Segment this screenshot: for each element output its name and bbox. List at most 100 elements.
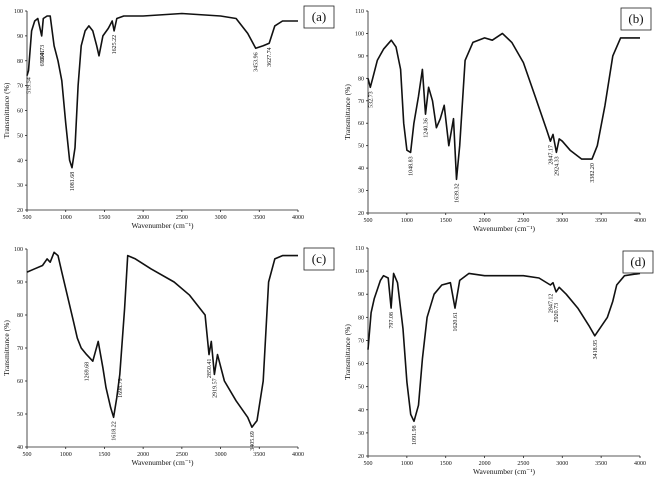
y-tick-label: 40 [358,166,364,172]
x-tick-label: 2500 [517,218,529,224]
x-axis-label: Wavenumber (cm⁻¹) [131,458,194,467]
y-tick-label: 40 [358,408,364,414]
peak-annotation: 2924.33 [554,156,560,176]
x-tick-label: 3500 [595,218,607,224]
peak-annotation: 519.54 [27,77,33,94]
y-tick-label: 60 [358,362,364,368]
x-tick-label: 1500 [98,215,110,221]
y-tick-label: 80 [17,313,23,319]
y-tick-label: 70 [358,99,364,105]
x-tick-label: 1500 [98,452,110,458]
y-tick-label: 70 [358,338,364,344]
panel-3: 500 1000 1500 2000 2500 3000 3500 4000 20 30 40 50 6… [343,246,654,476]
y-tick-label: 70 [17,84,23,90]
x-tick-label: 2500 [176,452,188,458]
y-tick-label: 30 [358,431,364,437]
x-tick-label: 1500 [440,218,452,224]
peak-annotation: 2847.12 [548,294,554,314]
peak-annotation: 1639.32 [455,183,461,203]
y-tick-label: 50 [17,133,23,139]
y-tick-label: 60 [358,121,364,127]
spectrum-line [26,251,298,428]
x-axis-label: Wavenumber (cm⁻¹) [473,467,536,476]
panel-label: (b) [628,11,643,26]
peak-annotation: 3453.96 [254,52,260,72]
peak-annotation: 690.73 [40,45,46,62]
peak-annotation: 3382.20 [590,163,596,183]
x-tick-label: 4000 [292,452,304,458]
peak-annotation: 1269.68 [85,362,91,382]
x-tick-label: 1000 [401,218,413,224]
y-tick-label: 80 [358,76,364,82]
y-tick-label: 80 [358,315,364,321]
y-tick-label: 40 [17,158,23,164]
y-tick-label: 110 [355,9,364,15]
x-tick-label: 1000 [60,215,72,221]
y-axis-label: Transmittance (%) [343,84,352,140]
x-tick-label: 4000 [634,218,646,224]
peak-annotation: 532.73 [369,91,375,108]
peak-annotation: 2850.41 [207,359,213,379]
y-tick-label: 20 [358,454,364,460]
x-tick-label: 2500 [517,461,529,467]
x-axis-label: Wavenumber (cm⁻¹) [473,224,536,233]
x-tick-label: 4000 [634,461,646,467]
x-tick-label: 500 [364,461,373,467]
y-axis-label: Transmittance (%) [343,324,352,380]
y-tick-label: 40 [17,445,23,451]
peak-annotation: 3405.69 [250,431,256,451]
peak-annotation: 1091.98 [412,425,418,445]
x-tick-label: 1000 [60,452,72,458]
y-tick-label: 100 [14,247,23,253]
panel-label-box [620,7,652,31]
peak-annotation: 1081.68 [70,172,76,192]
axes-frame [26,11,298,211]
peak-annotation: 2920.73 [554,303,560,323]
y-tick-label: 50 [17,412,23,418]
y-tick-label: 90 [358,54,364,60]
y-tick-label: 60 [17,379,23,385]
y-tick-label: 100 [355,269,364,275]
peak-annotation: 1698.79 [118,378,124,398]
x-axis-label: Wavenumber (cm⁻¹) [131,221,194,230]
x-tick-label: 3500 [595,461,607,467]
x-tick-label: 500 [23,452,32,458]
peak-annotation: 2919.57 [212,378,218,398]
axes-frame [367,11,640,214]
x-tick-label: 2000 [137,452,149,458]
y-axis-label: Transmittance (%) [2,320,11,376]
x-tick-label: 1000 [401,461,413,467]
spectrum-line [26,12,298,169]
x-tick-label: 3000 [215,215,227,221]
y-tick-label: 20 [17,208,23,214]
y-tick-label: 90 [17,34,23,40]
y-tick-label: 100 [355,31,364,37]
x-tick-label: 3500 [253,215,265,221]
y-axis-label: Transmittance (%) [2,82,11,138]
y-tick-label: 90 [358,292,364,298]
peak-annotation: 3627.74 [267,47,273,67]
y-tick-label: 110 [355,246,364,252]
peak-annotation: 1625.22 [112,35,118,55]
panel-label-box [303,247,335,271]
y-tick-label: 90 [17,280,23,286]
peak-annotation: 2847.17 [548,145,554,165]
x-tick-label: 2000 [479,461,491,467]
peak-annotation: 1620.61 [453,312,459,332]
peak-annotation: 797.08 [389,312,395,329]
peak-annotation: 693.41 [40,50,46,66]
y-tick-label: 60 [17,109,23,115]
x-tick-label: 3000 [215,452,227,458]
y-tick-label: 30 [17,183,23,189]
x-tick-label: 1500 [440,461,452,467]
panel-label: (a) [312,9,326,24]
panel-label: (d) [630,254,645,269]
x-tick-label: 3000 [556,461,568,467]
x-tick-label: 3000 [556,218,568,224]
x-tick-label: 500 [364,218,373,224]
y-tick-label: 80 [17,59,23,65]
spectrum-line [367,32,640,181]
panel-label: (c) [312,251,326,266]
y-tick-label: 20 [358,211,364,217]
